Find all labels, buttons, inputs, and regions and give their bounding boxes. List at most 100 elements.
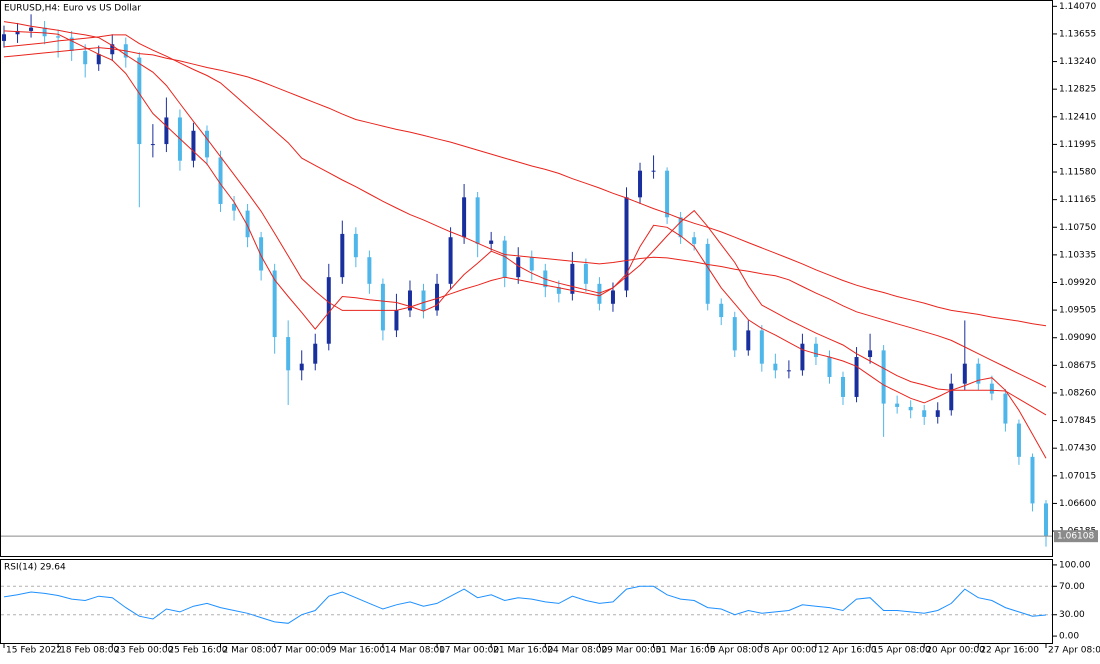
candle-body	[313, 343, 318, 364]
last-price-label: 1.06108	[1057, 532, 1094, 542]
candle-body	[421, 290, 426, 311]
rsi-line	[3, 585, 1047, 624]
candle-body	[56, 36, 61, 38]
candle-body	[746, 330, 751, 351]
candle-body	[624, 197, 629, 291]
candle-body	[204, 130, 209, 158]
moving-average	[3, 21, 1047, 416]
y-tick-label: 1.09920	[1059, 278, 1096, 288]
candle-body	[259, 237, 264, 271]
x-tick-label: 2 Mar 08:00	[223, 646, 278, 656]
x-tick-label: 18 Feb 08:00	[60, 646, 119, 656]
candle-body	[949, 383, 954, 411]
x-tick-label: 7 Mar 00:00	[277, 646, 332, 656]
candle-body	[638, 170, 643, 198]
x-tick-label: 29 Mar 00:00	[601, 646, 661, 656]
candle-body	[516, 257, 521, 278]
x-tick-label: 23 Feb 00:00	[114, 646, 173, 656]
candle-body	[678, 217, 683, 238]
x-tick-label: 17 Mar 00:00	[439, 646, 499, 656]
x-tick-label: 12 Apr 16:00	[818, 646, 877, 656]
y-tick-label: 1.07430	[1059, 444, 1096, 454]
y-tick-label: 1.07015	[1059, 471, 1096, 481]
y-tick-label: 1.10750	[1059, 223, 1096, 233]
candle-body	[326, 277, 331, 344]
candle-body	[2, 34, 6, 41]
candle-body	[150, 144, 155, 146]
x-tick-label: 14 Mar 08:00	[385, 646, 445, 656]
candle-body	[380, 283, 385, 331]
candle-body	[529, 257, 534, 271]
x-tick-label: 31 Mar 16:00	[656, 646, 716, 656]
rsi-frame	[0, 559, 1053, 644]
candle-body	[191, 130, 196, 161]
candle-body	[813, 343, 818, 358]
y-tick-label: 1.13240	[1059, 57, 1096, 67]
y-tick-label: 1.11165	[1059, 195, 1096, 205]
candle-body	[502, 240, 507, 278]
candle-body	[881, 350, 886, 404]
candle-body	[719, 303, 724, 318]
candle-body	[597, 283, 602, 304]
candle-body	[935, 410, 940, 417]
candle-body	[989, 383, 994, 394]
candle-body	[1044, 503, 1048, 537]
candle-body	[299, 363, 304, 371]
candle-body	[651, 170, 656, 172]
chart-title: EURUSD,H4: Euro vs US Dollar	[4, 4, 141, 14]
moving-average	[3, 34, 1047, 388]
candle-body	[286, 337, 291, 371]
candle-body	[83, 50, 88, 65]
x-tick-label: 15 Apr 08:00	[872, 646, 931, 656]
candle-body	[556, 287, 561, 294]
x-tick-label: 22 Apr 16:00	[980, 646, 1039, 656]
y-tick-label: 1.06600	[1059, 499, 1096, 509]
candle-body	[773, 363, 778, 371]
candle-body	[570, 263, 575, 294]
y-tick-label: 30.00	[1059, 610, 1085, 620]
candle-body	[841, 376, 846, 397]
candle-body	[42, 27, 47, 37]
candle-body	[854, 357, 859, 397]
candle-body	[462, 197, 467, 238]
candle-body	[69, 37, 74, 51]
candle-body	[895, 403, 900, 407]
x-tick-label: 24 Mar 08:00	[547, 646, 607, 656]
y-tick-label: 1.07845	[1059, 416, 1096, 426]
candle-body	[976, 363, 981, 384]
candle-body	[96, 54, 101, 65]
candle-body	[962, 363, 967, 384]
y-tick-label: 1.12825	[1059, 85, 1096, 95]
candle-body	[15, 30, 20, 35]
x-tick-label: 9 Mar 16:00	[331, 646, 386, 656]
candle-body	[353, 233, 358, 258]
candle-body	[367, 257, 372, 284]
y-tick-label: 1.14070	[1059, 2, 1096, 12]
candle-body	[137, 57, 142, 145]
y-tick-label: 1.08675	[1059, 361, 1096, 371]
last-price-box	[1054, 530, 1098, 543]
candle-body	[705, 243, 710, 304]
candle-body	[922, 410, 927, 417]
candle-body	[489, 240, 494, 244]
main-frame	[0, 0, 1053, 557]
candle-body	[1016, 423, 1021, 457]
candle-body	[583, 263, 588, 284]
candle-body	[1030, 456, 1035, 504]
rsi-title: RSI(14) 29.64	[4, 563, 66, 573]
candle-body	[732, 317, 737, 351]
x-tick-label: 20 Apr 00:00	[926, 646, 985, 656]
y-tick-label: 1.11580	[1059, 168, 1096, 178]
y-tick-label: 1.13655	[1059, 29, 1096, 39]
candle-body	[827, 357, 832, 377]
candle-body	[340, 233, 345, 278]
x-tick-label: 21 Mar 16:00	[493, 646, 553, 656]
candle-body	[868, 350, 873, 358]
y-tick-label: 0.00	[1059, 632, 1079, 642]
candle-body	[218, 157, 223, 204]
candle-body	[394, 310, 399, 331]
candle-body	[407, 290, 412, 311]
x-tick-label: 15 Feb 2022	[6, 646, 62, 656]
